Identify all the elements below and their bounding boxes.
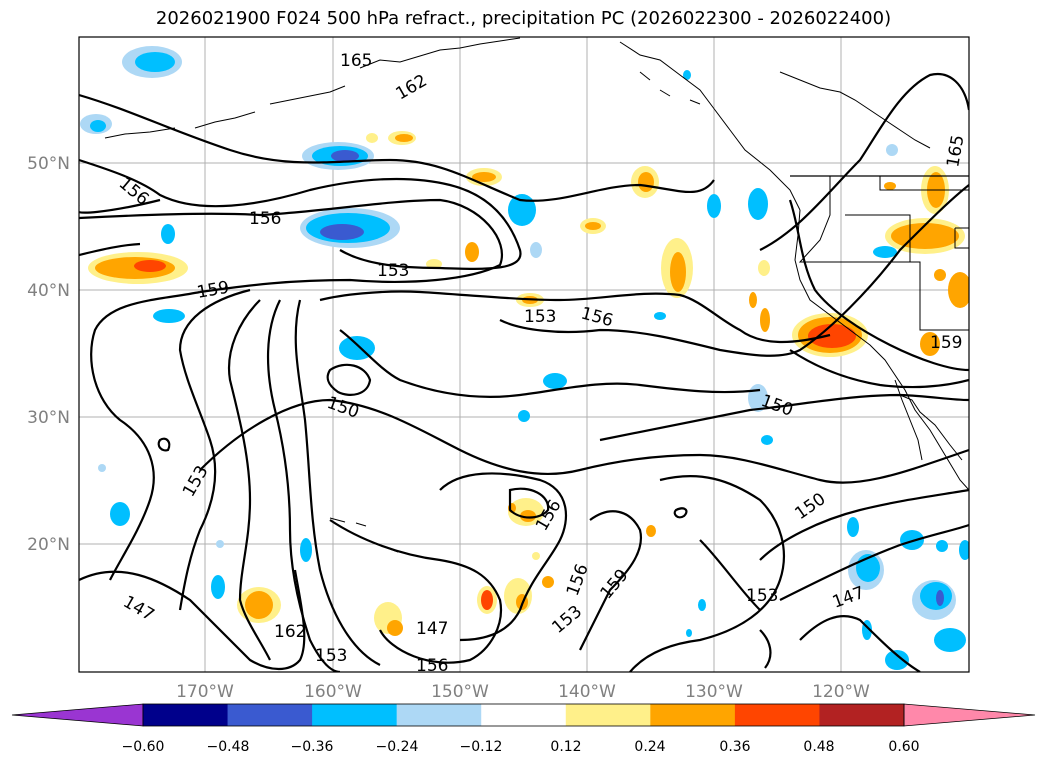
colorbar-segment [481, 704, 567, 726]
latitude-labels: 50°N 40°N 30°N 20°N [27, 154, 70, 555]
contour-label: 147 [416, 619, 448, 639]
map-title: 2026021900 F024 500 hPa refract., precip… [155, 8, 892, 29]
lon-label: 170°W [176, 682, 234, 702]
contour-label: 153 [524, 307, 556, 327]
colorbar-extension-min [11, 703, 144, 727]
contour-label: 165 [340, 51, 372, 71]
map-plot-area: 165 162 156 156 153 159 153 156 150 150 … [78, 36, 970, 676]
lon-label: 150°W [431, 682, 489, 702]
lat-label: 40°N [27, 281, 70, 301]
colorbar-tick-label: −0.12 [460, 739, 503, 755]
colorbar-frame [142, 703, 905, 727]
colorbar-segment [565, 704, 651, 726]
contour-label: 159 [930, 333, 962, 353]
colorbar-segment [734, 704, 820, 726]
colorbar-extension-max [903, 703, 1036, 727]
lat-label: 50°N [27, 154, 70, 174]
colorbar-segment [650, 704, 736, 726]
colorbar [11, 703, 1036, 727]
lon-label: 160°W [304, 682, 362, 702]
colorbar-segment [143, 704, 229, 726]
colorbar-tick-label: 0.36 [719, 739, 750, 755]
map-frame [78, 36, 970, 673]
colorbar-tick-labels: −0.60 −0.48 −0.36 −0.24 −0.12 0.12 0.24 … [122, 739, 920, 755]
colorbar-tick-label: −0.36 [291, 739, 334, 755]
lon-label: 120°W [812, 682, 870, 702]
colorbar-tick-label: −0.24 [376, 739, 419, 755]
lat-label: 20°N [27, 535, 70, 555]
colorbar-segment [396, 704, 482, 726]
colorbar-segment [227, 704, 313, 726]
colorbar-tick-label: 0.12 [550, 739, 581, 755]
graticule [79, 37, 969, 672]
colorbar-segment [312, 704, 398, 726]
contour-label: 153 [746, 586, 778, 606]
lon-label: 130°W [685, 682, 743, 702]
contour-label: 162 [274, 622, 306, 642]
colorbar-tick-label: 0.24 [634, 739, 665, 755]
contour-label: 156 [249, 209, 281, 229]
contour-label: 153 [377, 261, 409, 281]
colorbar-tick-label: −0.60 [122, 739, 165, 755]
longitude-labels: 170°W 160°W 150°W 140°W 130°W 120°W [176, 682, 870, 702]
colorbar-tick-label: −0.48 [207, 739, 250, 755]
colorbar-tick-label: 0.60 [888, 739, 919, 755]
lon-label: 140°W [558, 682, 616, 702]
contour-label: 153 [315, 646, 347, 666]
contour-label: 156 [416, 656, 448, 676]
refractivity-contours [79, 72, 969, 672]
colorbar-tick-label: 0.48 [803, 739, 834, 755]
coastlines [104, 37, 969, 553]
lat-label: 30°N [27, 408, 70, 428]
colorbar-segment [819, 704, 905, 726]
